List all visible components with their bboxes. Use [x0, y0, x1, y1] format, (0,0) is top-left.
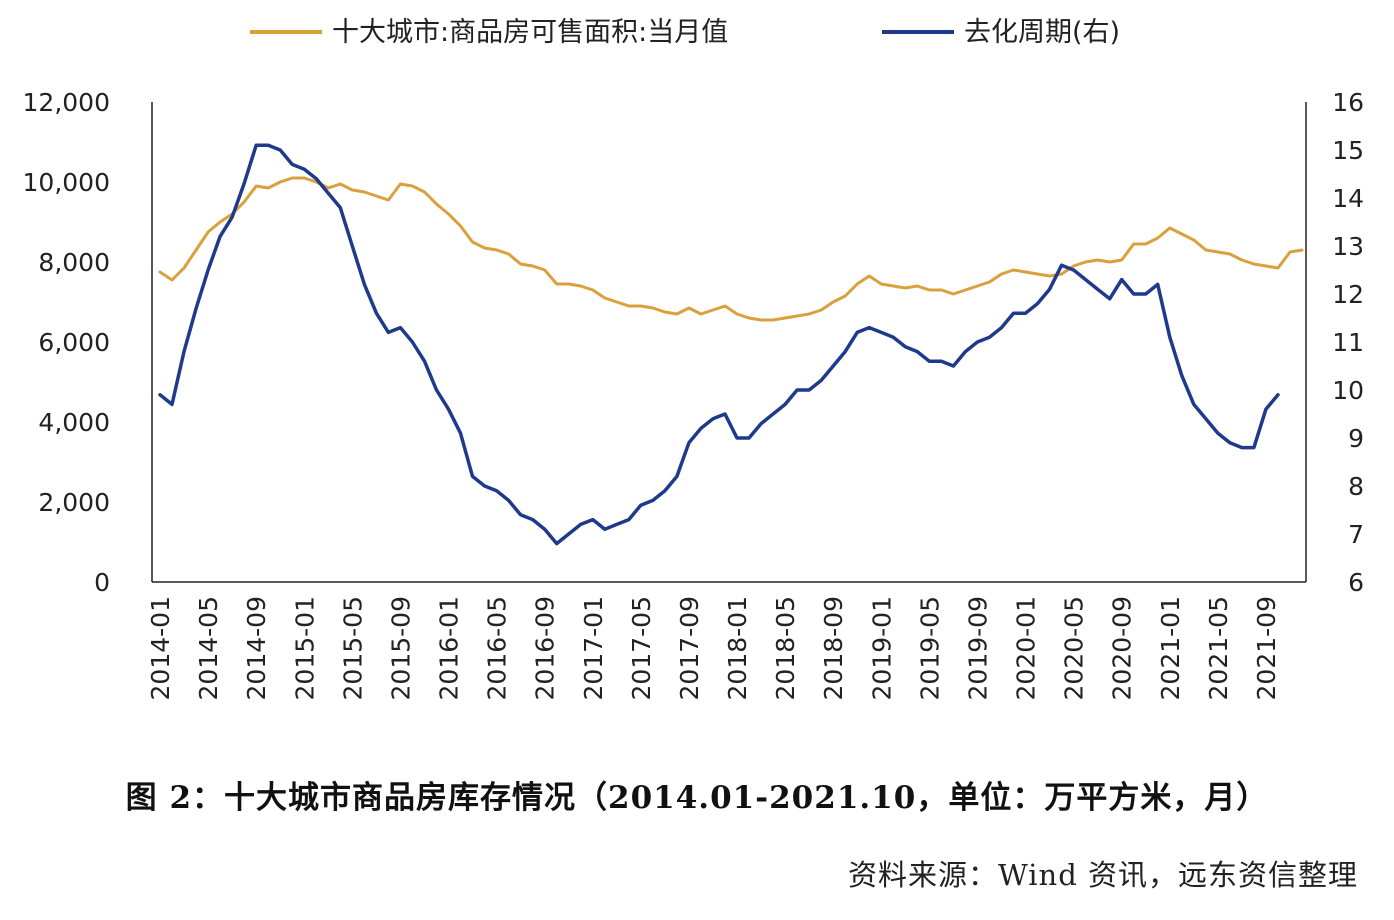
y-right-tick-label: 15 — [1332, 136, 1364, 165]
y-right-tick-label: 13 — [1332, 232, 1364, 261]
y-left-tick-label: 10,000 — [23, 168, 110, 197]
legend: 十大城市:商品房可售面积:当月值 去化周期(右) — [250, 17, 1120, 48]
y-left-tick-label: 4,000 — [38, 408, 110, 437]
x-tick-label: 2020-01 — [1012, 596, 1041, 700]
y-left-tick-label: 0 — [94, 568, 110, 597]
y-left-tick-label: 2,000 — [38, 488, 110, 517]
x-tick-label: 2016-05 — [483, 596, 512, 700]
y-right-tick-label: 10 — [1332, 376, 1364, 405]
x-tick-label: 2020-05 — [1060, 596, 1089, 700]
x-tick-label: 2014-01 — [146, 596, 175, 700]
y-right-tick-label: 16 — [1332, 88, 1364, 117]
x-tick-label: 2016-09 — [531, 596, 560, 700]
x-tick-label: 2014-09 — [242, 596, 271, 700]
legend-label-series-1: 十大城市:商品房可售面积:当月值 — [332, 17, 728, 48]
series-line-1 — [158, 176, 1304, 322]
y-right-tick-label: 14 — [1332, 184, 1364, 213]
y-right-tick-label: 12 — [1332, 280, 1364, 309]
x-tick-label: 2019-01 — [867, 596, 896, 700]
x-tick-label: 2021-05 — [1204, 596, 1233, 700]
x-tick-label: 2018-01 — [723, 596, 752, 700]
y-right-tick-label: 9 — [1348, 424, 1364, 453]
x-tick-label: 2018-05 — [771, 596, 800, 700]
axes — [151, 102, 1307, 583]
x-tick-label: 2017-05 — [627, 596, 656, 700]
x-tick-label: 2017-01 — [579, 596, 608, 700]
x-tick-label: 2021-09 — [1252, 596, 1281, 700]
x-tick-label: 2016-01 — [435, 596, 464, 700]
x-tick-label: 2018-09 — [819, 596, 848, 700]
y-left-tick-label: 8,000 — [38, 248, 110, 277]
y-right-tick-label: 8 — [1348, 472, 1364, 501]
y-right-tick-labels: 6 7 8 9 10 11 12 13 14 15 16 — [1332, 88, 1364, 597]
y-left-tick-label: 6,000 — [38, 328, 110, 357]
x-tick-labels: 2014-01 2014-05 2014-09 2015-01 2015-05 2015-… — [146, 596, 1281, 700]
legend-label-series-2: 去化周期(右) — [964, 17, 1120, 48]
x-tick-label: 2019-05 — [915, 596, 944, 700]
x-tick-label: 2020-09 — [1108, 596, 1137, 700]
series-layer — [158, 143, 1304, 546]
x-tick-label: 2017-09 — [675, 596, 704, 700]
x-tick-label: 2019-09 — [963, 596, 992, 700]
x-tick-label: 2015-01 — [290, 596, 319, 700]
x-tick-label: 2015-09 — [386, 596, 415, 700]
x-tick-label: 2015-05 — [338, 596, 367, 700]
chart: 十大城市:商品房可售面积:当月值 去化周期(右) 0 2,000 4,000 6,00… — [23, 17, 1364, 700]
series-line-2 — [158, 143, 1280, 546]
y-left-tick-label: 12,000 — [23, 88, 110, 117]
source-note: 资料来源：Wind 资讯，远东资信整理 — [847, 858, 1358, 892]
y-right-tick-label: 6 — [1348, 568, 1364, 597]
x-tick-label: 2021-01 — [1156, 596, 1185, 700]
y-right-tick-label: 11 — [1332, 328, 1364, 357]
y-left-tick-labels: 0 2,000 4,000 6,000 8,000 10,000 12,000 — [23, 88, 110, 597]
y-right-tick-label: 7 — [1348, 520, 1364, 549]
figure-caption: 图 2：十大城市商品房库存情况（2014.01-2021.10，单位：万平方米，… — [125, 780, 1269, 816]
x-tick-label: 2014-05 — [194, 596, 223, 700]
